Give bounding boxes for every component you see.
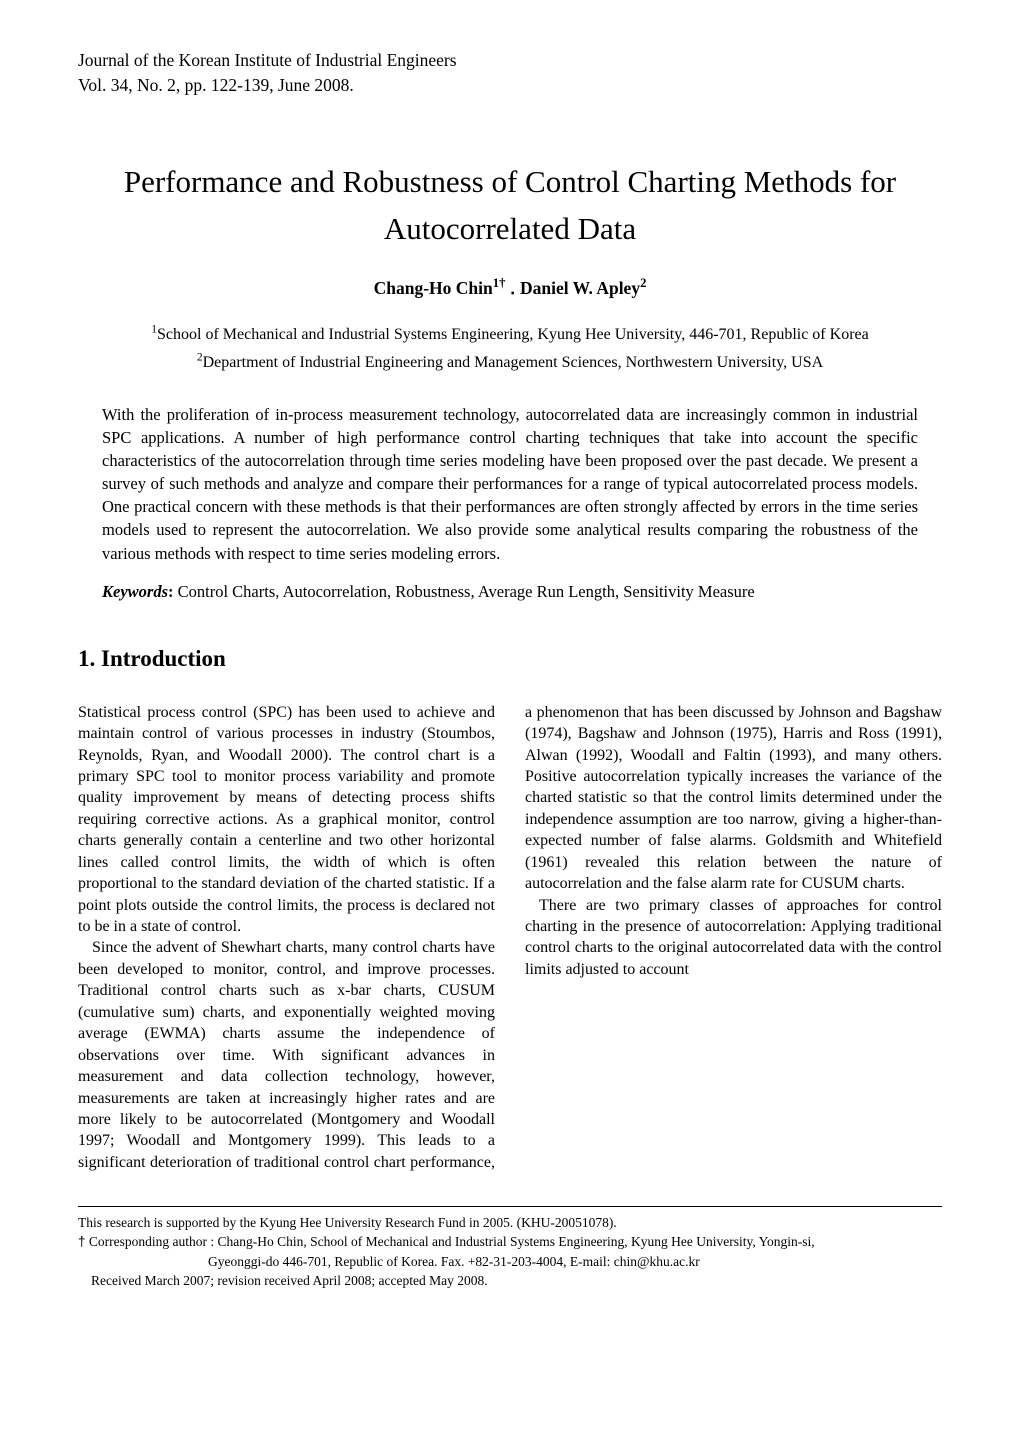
aff-1-text: School of Mechanical and Industrial Syst… — [157, 326, 869, 343]
authors: Chang-Ho Chin1† ․ Daniel W. Apley2 — [78, 278, 942, 299]
corr-line-2: Gyeonggi-do 446-701, Republic of Korea. … — [78, 1252, 942, 1272]
body-para-3: There are two primary classes of approac… — [525, 895, 942, 981]
journal-name: Journal of the Korean Institute of Indus… — [78, 48, 942, 73]
body-para-1: Statistical process control (SPC) has be… — [78, 702, 495, 938]
dagger-icon: † — [78, 1234, 86, 1249]
abstract: With the proliferation of in-process mea… — [78, 403, 942, 565]
corr-line-1: Chang-Ho Chin, School of Mechanical and … — [218, 1234, 815, 1249]
journal-header: Journal of the Korean Institute of Indus… — [78, 48, 942, 97]
author-2-name: Daniel W. Apley — [520, 278, 640, 298]
author-1-name: Chang-Ho Chin — [374, 278, 493, 298]
footnote-funding: This research is supported by the Kyung … — [78, 1213, 942, 1233]
title-line-1: Performance and Robustness of Control Ch… — [124, 164, 896, 199]
corr-label: Corresponding author : — [89, 1234, 218, 1249]
footnote-received: Received March 2007; revision received A… — [78, 1271, 942, 1291]
aff-2-text: Department of Industrial Engineering and… — [203, 354, 824, 371]
keywords: Keywords: Control Charts, Autocorrelatio… — [78, 582, 942, 602]
footnote-corresponding: † Corresponding author : Chang-Ho Chin, … — [78, 1232, 942, 1252]
keywords-label: Keywords — [102, 582, 168, 601]
author-1-sup: 1† — [493, 276, 506, 290]
journal-volume: Vol. 34, No. 2, pp. 122-139, June 2008. — [78, 73, 942, 98]
paper-title: Performance and Robustness of Control Ch… — [78, 159, 942, 252]
title-line-2: Autocorrelated Data — [384, 211, 636, 246]
author-2-sup: 2 — [640, 276, 646, 290]
keywords-sep: : — [168, 582, 178, 601]
footer-divider — [78, 1206, 942, 1207]
affiliation-2: 2Department of Industrial Engineering an… — [78, 349, 942, 377]
affiliation-1: 1School of Mechanical and Industrial Sys… — [78, 321, 942, 349]
footnotes: This research is supported by the Kyung … — [78, 1213, 942, 1291]
body-text: Statistical process control (SPC) has be… — [78, 702, 942, 1192]
affiliations: 1School of Mechanical and Industrial Sys… — [78, 321, 942, 377]
author-sep: ․ — [510, 278, 516, 298]
section-1-title: 1. Introduction — [78, 646, 942, 672]
keywords-text: Control Charts, Autocorrelation, Robustn… — [178, 582, 755, 601]
